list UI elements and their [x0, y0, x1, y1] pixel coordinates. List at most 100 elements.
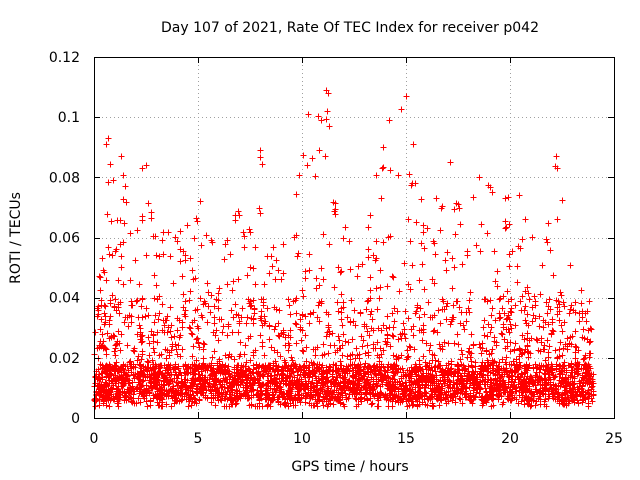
- data-point: [425, 299, 432, 306]
- x-axis-label: GPS time / hours: [291, 459, 408, 475]
- data-point: [105, 179, 112, 186]
- data-point: [526, 296, 533, 303]
- data-point: [416, 357, 423, 364]
- data-point: [481, 332, 488, 339]
- data-point: [496, 359, 503, 366]
- data-point: [468, 331, 475, 338]
- data-point: [484, 230, 491, 237]
- data-point: [231, 356, 238, 363]
- data-point: [447, 159, 454, 166]
- data-point: [578, 300, 585, 307]
- data-point: [227, 251, 234, 258]
- data-point: [544, 337, 551, 344]
- data-point: [208, 292, 215, 299]
- data-point: [506, 329, 513, 336]
- data-point: [583, 318, 590, 325]
- data-point: [518, 370, 525, 377]
- data-point: [491, 248, 498, 255]
- data-point: [391, 318, 398, 325]
- data-point: [348, 297, 355, 304]
- x-tick-label: 10: [293, 431, 311, 447]
- data-point: [507, 339, 514, 346]
- data-point: [326, 241, 333, 248]
- data-point: [117, 217, 124, 224]
- data-point: [502, 225, 509, 232]
- data-point: [349, 336, 356, 343]
- data-point: [579, 334, 586, 341]
- data-point: [247, 229, 254, 236]
- data-point: [459, 261, 466, 268]
- data-point: [147, 398, 154, 405]
- data-point: [275, 267, 282, 274]
- data-point: [266, 323, 273, 330]
- data-point: [464, 248, 471, 255]
- data-point: [99, 255, 106, 262]
- data-point: [545, 220, 552, 227]
- data-point: [295, 250, 302, 257]
- data-point: [269, 263, 276, 270]
- data-point: [390, 352, 397, 359]
- x-tick-label: 20: [501, 431, 519, 447]
- data-point: [186, 324, 193, 331]
- data-point: [466, 297, 473, 304]
- data-point: [221, 256, 228, 263]
- data-point: [112, 296, 119, 303]
- data-point: [163, 401, 170, 408]
- data-point: [197, 295, 204, 302]
- data-point: [390, 333, 397, 340]
- data-point: [272, 276, 279, 283]
- data-point: [547, 247, 554, 254]
- data-point: [417, 305, 424, 312]
- x-tick-label: 5: [194, 431, 203, 447]
- data-point: [320, 231, 327, 238]
- data-point: [232, 301, 239, 308]
- data-point: [452, 231, 459, 238]
- data-point: [243, 359, 250, 366]
- data-point: [374, 306, 381, 313]
- data-point: [201, 341, 208, 348]
- data-point: [430, 403, 437, 410]
- data-point: [353, 345, 360, 352]
- data-point: [537, 291, 544, 298]
- data-point: [380, 144, 387, 151]
- data-point: [191, 235, 198, 242]
- data-point: [454, 298, 461, 305]
- data-point: [445, 340, 452, 347]
- data-point: [136, 322, 143, 329]
- data-point: [151, 349, 158, 356]
- data-point: [272, 323, 279, 330]
- data-point: [320, 341, 327, 348]
- data-point: [365, 246, 372, 253]
- data-point: [198, 242, 205, 249]
- data-point: [137, 399, 144, 406]
- data-point: [225, 363, 232, 370]
- data-point: [132, 257, 139, 264]
- data-point: [502, 218, 509, 225]
- data-point: [418, 240, 425, 247]
- data-point: [463, 318, 470, 325]
- data-point: [461, 326, 468, 333]
- data-point: [360, 337, 367, 344]
- data-point: [578, 287, 585, 294]
- data-point: [148, 215, 155, 222]
- data-point: [300, 152, 307, 159]
- data-point: [266, 336, 273, 343]
- data-point: [514, 263, 521, 270]
- data-point: [235, 329, 242, 336]
- data-point: [205, 289, 212, 296]
- data-point: [121, 220, 128, 227]
- data-point: [344, 314, 351, 321]
- data-point: [242, 342, 249, 349]
- data-point: [200, 355, 207, 362]
- data-point: [585, 403, 592, 410]
- data-point: [406, 171, 413, 178]
- data-point: [339, 352, 346, 359]
- data-point: [476, 174, 483, 181]
- data-point: [332, 211, 339, 218]
- data-point: [143, 162, 150, 169]
- data-point: [351, 307, 358, 314]
- data-point: [390, 274, 397, 281]
- data-point: [271, 326, 278, 333]
- data-point: [561, 359, 568, 366]
